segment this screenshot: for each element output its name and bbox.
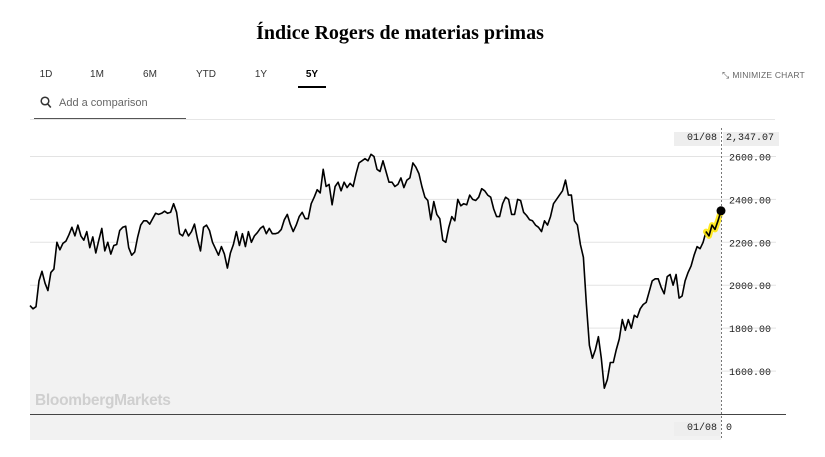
- chart-title: Índice Rogers de materias primas: [256, 22, 544, 44]
- y-tick-label: 2600.00: [729, 153, 771, 164]
- add-comparison-input[interactable]: Add a comparison: [34, 94, 186, 119]
- minimize-chart-button[interactable]: ⤡ MINIMIZE CHART: [722, 70, 805, 81]
- tab-1d[interactable]: 1D: [34, 64, 58, 86]
- comparison-placeholder: Add a comparison: [59, 97, 148, 109]
- search-icon: [40, 96, 52, 115]
- price-area-fill: [30, 154, 721, 415]
- tab-ytd[interactable]: YTD: [192, 64, 220, 86]
- y-tick-label: 2000.00: [729, 282, 771, 293]
- tab-1m[interactable]: 1M: [85, 64, 109, 86]
- y-tick-label: 1600.00: [729, 368, 771, 379]
- price-line-recent: [705, 210, 722, 237]
- tab-label: 1M: [90, 69, 104, 80]
- tab-label: 1D: [39, 69, 53, 80]
- price-line: [29, 153, 722, 389]
- y-tick-label: 2200.00: [729, 239, 771, 250]
- range-tabs: 1D 1M 6M YTD 1Y 5Y: [30, 64, 330, 88]
- chart-top-border: [30, 119, 775, 120]
- tab-1y[interactable]: 1Y: [249, 64, 273, 86]
- tab-5y[interactable]: 5Y: [298, 64, 326, 88]
- current-value-marker: [716, 206, 726, 216]
- tab-label: 1Y: [254, 69, 268, 80]
- crosshair-value: 2,347.07: [723, 132, 779, 146]
- y-tick-label: 2400.00: [729, 196, 771, 207]
- minimize-label: MINIMIZE CHART: [732, 70, 805, 80]
- tab-label: YTD: [196, 69, 216, 80]
- volume-strip: [30, 415, 721, 440]
- crosshair-date: 01/08: [674, 132, 720, 146]
- volume-date: 01/08: [674, 422, 720, 436]
- tab-6m[interactable]: 6M: [138, 64, 162, 86]
- minimize-arrows-icon: ⤡: [722, 70, 730, 80]
- bloomberg-watermark: BloombergMarkets: [35, 392, 171, 409]
- volume-value: 0: [726, 423, 733, 434]
- y-tick-label: 1800.00: [729, 325, 771, 336]
- tab-label: 5Y: [305, 69, 319, 80]
- tab-label: 6M: [143, 69, 157, 80]
- y-axis-ticks: 1600.00 1800.00 2000.00 2200.00 2400.00 2600.…: [729, 153, 771, 379]
